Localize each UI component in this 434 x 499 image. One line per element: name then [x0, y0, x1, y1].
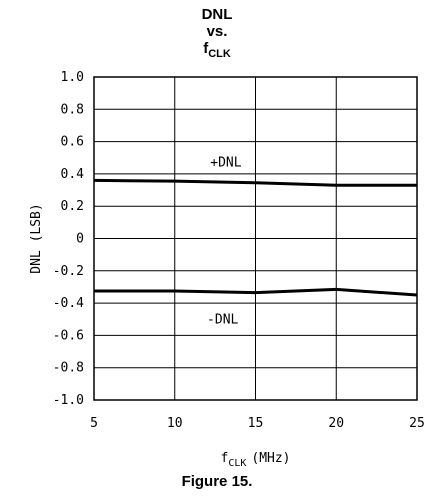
y-axis-label: DNL (LSB)	[29, 203, 44, 273]
annotations: +DNL -DNL	[207, 156, 242, 328]
annotation-label: -DNL	[207, 312, 238, 327]
chart-title-subscript: CLK	[208, 48, 231, 60]
series-line-plus-dnl	[93, 178, 417, 187]
x-tick-labels: 5 10 15 20 25	[90, 416, 425, 431]
y-tick-label: -0.4	[53, 296, 84, 311]
x-tick-label: 10	[167, 416, 183, 431]
y-tick-label: 0.2	[61, 199, 84, 214]
y-tick-label: -1.0	[53, 393, 84, 408]
y-tick-label: -0.8	[53, 361, 84, 376]
series-line-minus-dnl	[94, 287, 418, 297]
x-tick-label: 20	[328, 416, 344, 431]
y-tick-labels: 1.0 0.8 0.6 0.4 0.2 0 -0.2 -0.4 -0.6 -0.8 -1.0	[53, 70, 84, 408]
annotation-label: +DNL	[210, 156, 241, 171]
grid-lines	[93, 76, 418, 401]
x-axis-label: fCLK (MHz)	[220, 451, 290, 469]
y-tick-label: 1.0	[61, 70, 84, 85]
x-tick-label: 5	[90, 416, 98, 431]
x-axis-label-f: f	[220, 451, 228, 466]
figure-caption: Figure 15.	[181, 473, 253, 490]
chart-title-line1: DNL	[201, 6, 233, 23]
x-tick-label: 25	[409, 416, 425, 431]
y-tick-label: -0.6	[53, 328, 84, 343]
x-axis-label-unit: (MHz)	[251, 451, 290, 466]
chart-title-line3: fCLK	[0, 40, 434, 60]
series-lines	[93, 178, 418, 297]
x-tick-label: 15	[248, 416, 264, 431]
y-tick-label: 0.8	[61, 102, 84, 117]
chart-title-line2: vs.	[206, 23, 228, 40]
chart-title-f: f	[203, 40, 209, 57]
y-tick-label: 0.4	[61, 167, 85, 182]
plot-frame	[93, 76, 418, 401]
x-axis-label-subscript: CLK	[228, 458, 246, 469]
y-tick-label: 0.6	[61, 135, 84, 150]
y-tick-label: -0.2	[53, 264, 84, 279]
y-tick-label: 0	[76, 232, 84, 247]
